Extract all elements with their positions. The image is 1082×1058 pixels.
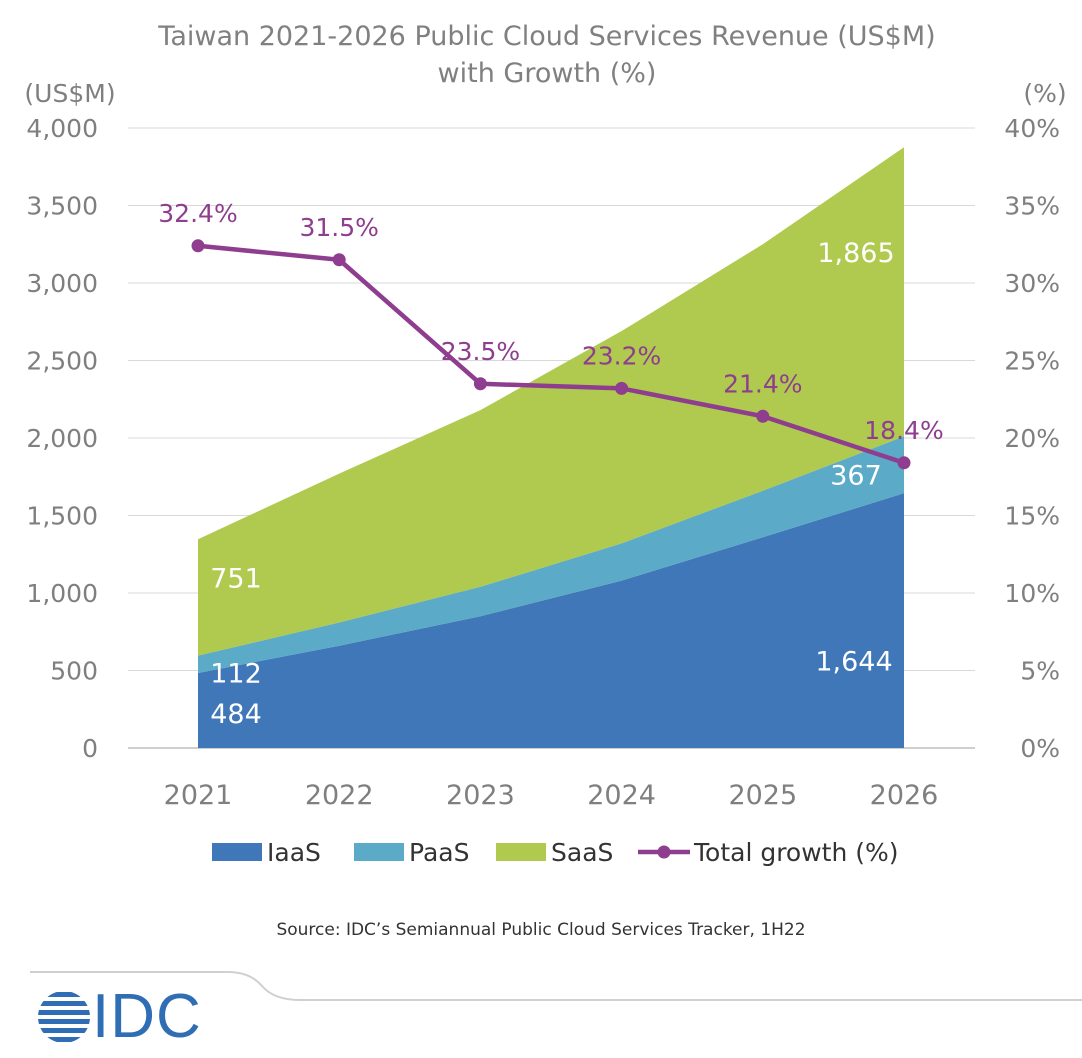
growth-marker (473, 377, 487, 391)
left-tick-label: 500 (50, 657, 98, 686)
left-tick-label: 0 (82, 734, 98, 763)
x-tick-label: 2025 (728, 780, 797, 811)
growth-label: 31.5% (299, 213, 378, 242)
growth-line (191, 239, 911, 470)
left-tick-label: 4,000 (26, 114, 98, 143)
growth-marker (332, 253, 346, 267)
right-tick-label: 40% (1004, 114, 1060, 143)
legend-label: Total growth (%) (693, 838, 899, 867)
growth-marker (897, 456, 911, 470)
stacked-areas (198, 147, 904, 748)
area-saas (198, 147, 904, 656)
right-tick-label: 0% (1020, 734, 1060, 763)
growth-label: 32.4% (158, 199, 237, 228)
left-tick-label: 2,000 (26, 424, 98, 453)
axes: 0 0% 500 5% 1,000 10% 1,500 15% 2,000 20% 2,500 25%… (26, 114, 1060, 811)
growth-marker (191, 239, 205, 253)
growth-line-path (197, 243, 905, 465)
source-note: Source: IDC’s Semiannual Public Cloud Se… (276, 920, 806, 940)
area-value-label: 112 (210, 658, 262, 689)
data-labels: 484 112 751 1,644 367 1,865 32.4% 31.5% 23.5% 23.… (158, 199, 943, 730)
area-iaas (198, 493, 904, 748)
legend-swatch-saas (496, 843, 546, 861)
area-paas (198, 436, 904, 673)
left-tick-label: 1,000 (26, 579, 98, 608)
chart-title-line1: Taiwan 2021-2026 Public Cloud Services R… (157, 21, 935, 52)
growth-marker (756, 409, 770, 423)
logo-text: IDC (92, 982, 202, 1051)
x-tick-label: 2024 (587, 780, 656, 811)
right-tick-label: 30% (1004, 269, 1060, 298)
area-value-label: 484 (210, 699, 262, 730)
idc-logo: IDC (36, 986, 202, 1048)
right-tick-label: 5% (1020, 657, 1060, 686)
right-tick-label: 35% (1004, 192, 1060, 221)
legend-swatch-iaas (212, 843, 262, 861)
legend: IaaS PaaS SaaS Total growth (%) (212, 838, 899, 867)
legend-label: IaaS (267, 838, 321, 867)
area-value-label: 751 (210, 563, 262, 594)
chart-title-line2: with Growth (%) (438, 58, 657, 89)
right-axis-unit: (%) (1023, 79, 1066, 108)
left-tick-label: 3,000 (26, 269, 98, 298)
growth-label: 23.2% (582, 341, 661, 370)
growth-label: 23.5% (441, 337, 520, 366)
growth-marker (615, 381, 629, 395)
right-tick-label: 20% (1004, 424, 1060, 453)
legend-label: PaaS (409, 838, 469, 867)
x-tick-label: 2023 (446, 780, 515, 811)
legend-marker-growth (657, 845, 671, 859)
area-value-label: 1,865 (817, 238, 894, 269)
area-value-label: 367 (830, 461, 882, 492)
x-tick-label: 2021 (164, 780, 233, 811)
right-tick-label: 25% (1004, 347, 1060, 376)
left-axis-unit: (US$M) (24, 79, 115, 108)
footer-divider (30, 971, 1082, 1001)
area-value-label: 1,644 (815, 647, 892, 678)
growth-label: 18.4% (864, 416, 943, 445)
left-tick-label: 2,500 (26, 347, 98, 376)
legend-swatch-paas (354, 843, 404, 861)
left-tick-label: 1,500 (26, 502, 98, 531)
globe-icon (38, 992, 90, 1042)
left-tick-label: 3,500 (26, 192, 98, 221)
right-tick-label: 15% (1004, 502, 1060, 531)
legend-label: SaaS (551, 838, 613, 867)
x-tick-label: 2022 (305, 780, 374, 811)
right-tick-label: 10% (1004, 579, 1060, 608)
x-tick-label: 2026 (870, 780, 939, 811)
growth-label: 21.4% (723, 369, 802, 398)
